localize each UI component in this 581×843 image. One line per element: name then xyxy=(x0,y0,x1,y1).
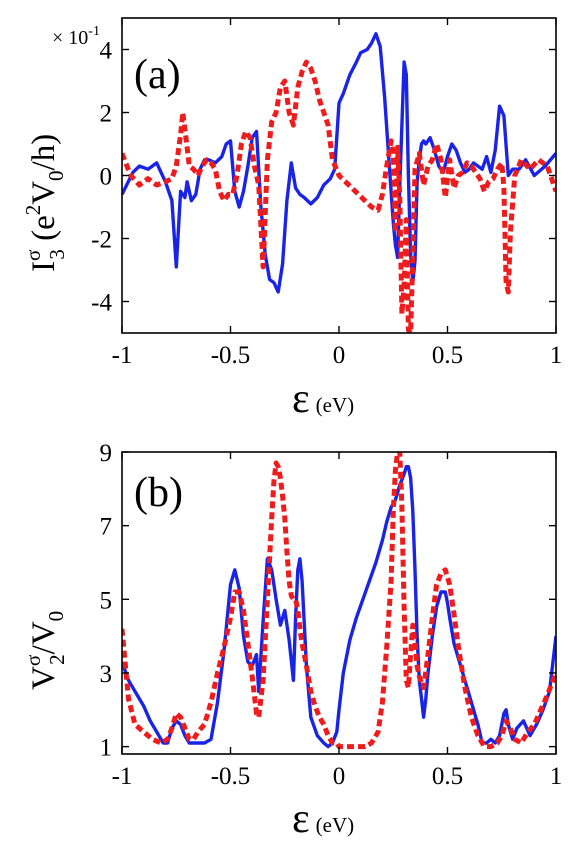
y-multiplier-a: × 10-1 xyxy=(52,24,100,49)
y-tick-label-a: -2 xyxy=(91,227,112,254)
series-line-dashed-a xyxy=(122,59,556,333)
y-tick-label-b: 9 xyxy=(100,440,113,467)
axes-frame-b xyxy=(121,451,557,755)
series-line-solid-a xyxy=(122,32,556,294)
y-tick-label-a: 4 xyxy=(100,38,113,65)
plot-area-b: -1 -0.5 0 0.5 1 1 3 5 7 9 xyxy=(100,440,563,790)
y-tick-label-b: 3 xyxy=(100,661,113,688)
y-tick-label-b: 5 xyxy=(100,587,113,614)
x-tick-label-b: -1 xyxy=(112,763,133,790)
series-line-solid-b xyxy=(122,465,556,749)
panel-a: -1 -0.5 0 0.5 1 -4 -2 0 2 4 (a) × 10-1 Iσ3 (e2V0/… xyxy=(21,17,562,422)
x-tick-label-a: 0.5 xyxy=(432,342,463,369)
x-tick-label-a: 0 xyxy=(333,342,346,369)
y-tick-label-a: 2 xyxy=(100,101,113,128)
x-tick-label-b: 0 xyxy=(333,763,346,790)
y-axis-label-a: Iσ3 (e2V0/h) xyxy=(21,134,69,272)
panel-label-b: (b) xyxy=(134,470,183,516)
plot-area-a: -1 -0.5 0 0.5 1 -4 -2 0 2 4 xyxy=(91,18,562,369)
axes-frame-a xyxy=(121,17,557,334)
x-tick-label-b: 0.5 xyxy=(432,763,463,790)
x-tick-label-a: -0.5 xyxy=(211,342,251,369)
x-tick-label-a: 1 xyxy=(550,342,563,369)
x-tick-label-b: 1 xyxy=(550,763,563,790)
x-axis-label-a: ε (eV) xyxy=(292,376,354,422)
panel-label-a: (a) xyxy=(134,52,181,98)
y-tick-label-a: 0 xyxy=(100,164,113,191)
x-tick-label-a: -1 xyxy=(112,342,133,369)
y-axis-label-b: Vσ2/V0 xyxy=(21,611,69,690)
x-axis-label-b: ε (eV) xyxy=(292,796,354,842)
y-tick-label-b: 7 xyxy=(100,514,113,541)
y-tick-label-b: 1 xyxy=(100,735,113,762)
y-tick-label-a: -4 xyxy=(91,290,112,317)
series-line-dashed-b xyxy=(122,452,556,750)
x-tick-label-b: -0.5 xyxy=(211,763,251,790)
panel-b: -1 -0.5 0 0.5 1 1 3 5 7 9 (b) Vσ2/V0 ε (eV) xyxy=(21,440,562,842)
